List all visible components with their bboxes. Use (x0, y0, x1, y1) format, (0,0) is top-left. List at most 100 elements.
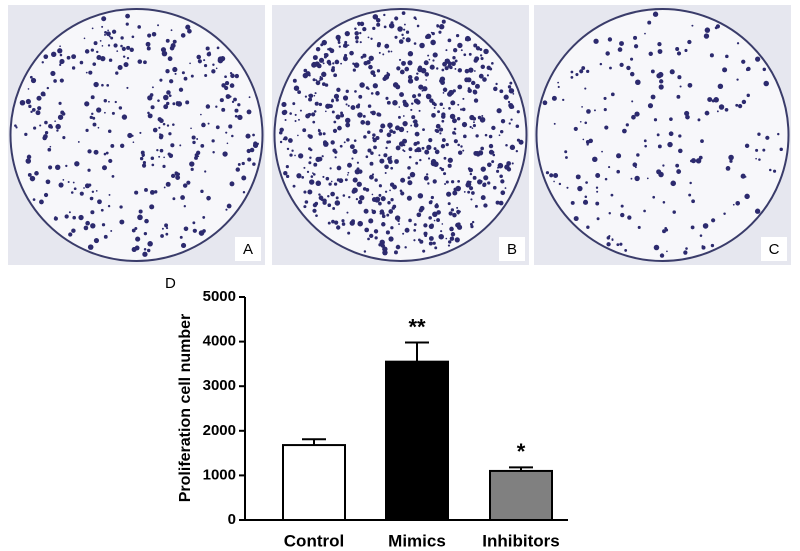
colony (181, 71, 185, 75)
colony (345, 89, 349, 93)
colony (389, 182, 395, 187)
colony (369, 161, 374, 166)
colony (204, 170, 207, 173)
colony (442, 61, 447, 67)
colony (452, 56, 456, 60)
colony (648, 51, 653, 57)
colony (658, 84, 664, 90)
colony (47, 147, 52, 152)
colony (165, 69, 170, 74)
colony (676, 94, 681, 99)
colony (413, 229, 417, 232)
colony (653, 244, 660, 251)
colony (687, 39, 692, 45)
colony (180, 33, 186, 38)
colony (157, 24, 160, 27)
colony (418, 208, 424, 213)
colony (394, 215, 401, 221)
colony (415, 161, 419, 165)
colony (338, 45, 341, 48)
colony (424, 72, 430, 77)
colony (441, 223, 444, 225)
colony (308, 147, 312, 151)
colony (695, 158, 702, 164)
colony (108, 193, 111, 196)
colony (441, 138, 446, 142)
colony (88, 70, 93, 75)
colony (337, 41, 341, 44)
colony (165, 38, 170, 43)
colony (247, 157, 252, 162)
colony (407, 60, 413, 66)
colony (126, 86, 129, 89)
colony (363, 135, 367, 139)
colony (633, 44, 639, 49)
colony (497, 166, 499, 169)
colony (354, 90, 357, 93)
colony (100, 55, 106, 62)
colony (318, 193, 321, 196)
colony (49, 145, 52, 148)
colony (610, 92, 615, 97)
colony (450, 208, 455, 212)
colony (592, 156, 598, 163)
colony (355, 40, 359, 44)
colony (147, 248, 151, 253)
colony (402, 121, 408, 127)
colony (507, 100, 511, 104)
colony (566, 186, 569, 189)
colony (358, 94, 363, 99)
colony (471, 191, 475, 195)
colony (345, 103, 348, 106)
colony (564, 150, 568, 154)
colony (96, 54, 102, 61)
colony (619, 242, 623, 246)
colony (667, 141, 673, 148)
colony (211, 139, 215, 143)
colony (484, 133, 488, 137)
colony (231, 100, 235, 103)
colony (402, 100, 406, 103)
colony (359, 41, 362, 44)
colony (488, 149, 494, 155)
colony (630, 177, 633, 180)
colony (336, 225, 341, 230)
colony (412, 94, 417, 99)
colony (85, 71, 88, 74)
colony (359, 31, 362, 35)
colony (386, 213, 390, 217)
colony (192, 140, 196, 145)
colony (670, 180, 677, 187)
colony (620, 204, 624, 208)
colony (416, 212, 422, 218)
colony (252, 142, 259, 148)
colony (198, 230, 205, 236)
colony (34, 171, 39, 176)
colony (442, 92, 445, 94)
colony (436, 24, 439, 27)
colony (430, 195, 434, 200)
colony (57, 114, 64, 120)
colony (390, 198, 394, 202)
colony (493, 86, 498, 92)
colony (95, 190, 98, 192)
colony (91, 196, 94, 200)
colony (71, 66, 76, 70)
colony (428, 236, 434, 241)
colony (473, 58, 478, 63)
colony (413, 42, 417, 45)
colony (101, 223, 106, 227)
colony (53, 216, 58, 221)
colony (718, 104, 725, 110)
colony (500, 119, 506, 124)
colony (386, 132, 392, 138)
colony (407, 180, 413, 186)
colony (441, 119, 445, 123)
colony (699, 234, 703, 237)
colony (683, 250, 688, 255)
colony (439, 127, 444, 132)
colony (622, 128, 627, 134)
colony (717, 83, 724, 90)
colony (317, 156, 323, 162)
colony (449, 113, 456, 120)
